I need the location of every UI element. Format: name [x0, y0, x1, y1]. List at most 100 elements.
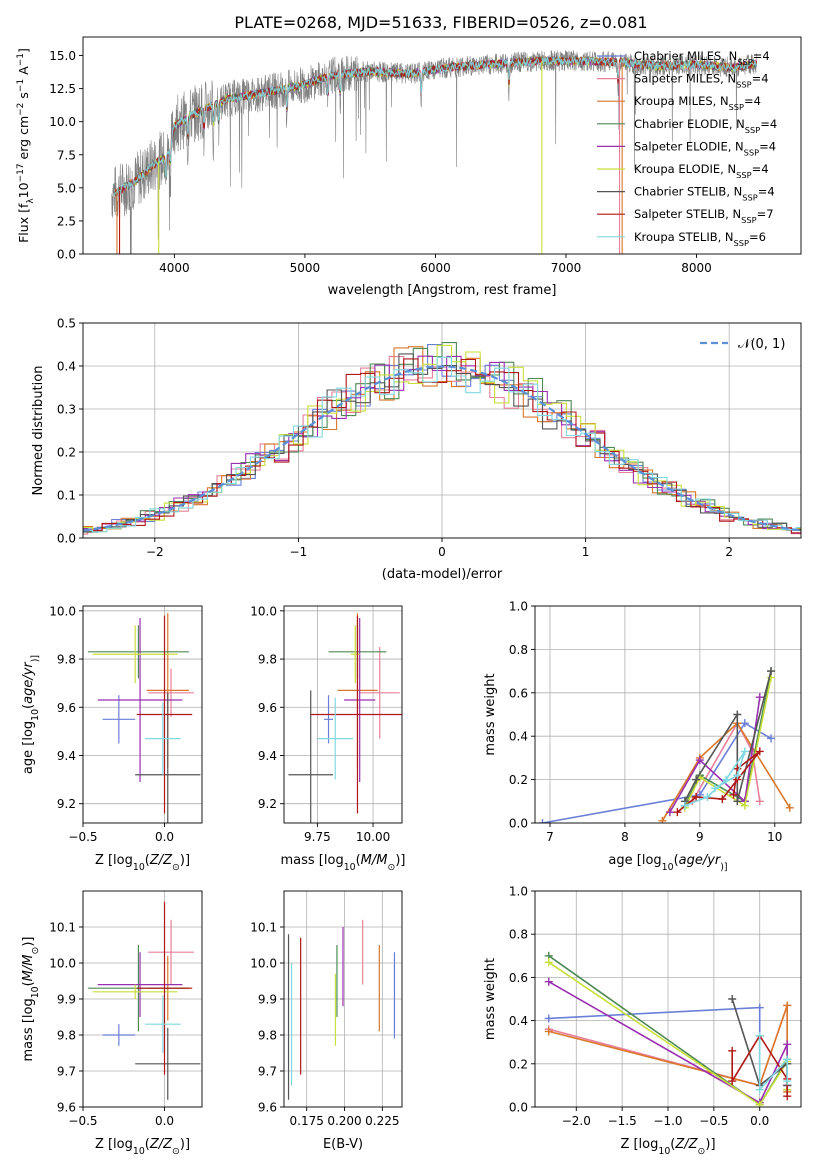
ytick-label-age_vs_mass-4: 10.0	[250, 604, 277, 618]
xtick-label-mass_vs_Z-0: −0.5	[68, 1114, 97, 1128]
xtick-label-age_vs_mass-0: 9.75	[304, 830, 331, 844]
weight-marker-weight_vs_age-chab_miles-0	[538, 819, 547, 823]
xlabel-weight_vs_Z: Z [log10(Z/Z⊙)]	[620, 1137, 715, 1157]
plot-area-age_vs_Z	[87, 613, 201, 823]
legend-label-chab_miles: Chabrier MILES, NSSP=4	[634, 49, 770, 67]
ytick-label-residual_hist-3: 0.3	[57, 403, 76, 417]
weight-marker-weight_vs_Z-krou_miles-0	[544, 1027, 553, 1036]
ytick-label-mass_vs_ebv-0: 9.6	[258, 1101, 277, 1115]
weight-marker-weight_vs_age-salp_miles-3	[755, 797, 764, 806]
weight-marker-weight_vs_age-chab_miles-3	[767, 734, 776, 743]
xtick-label-spectrum-2: 6000	[420, 261, 451, 275]
plot-area-residual_hist	[83, 342, 801, 536]
legend-label-krou_stelib: Kroupa STELIB, NSSP=6	[634, 230, 766, 248]
xtick-label-weight_vs_age-0: 7	[546, 830, 554, 844]
plot-area-weight_vs_age	[538, 667, 794, 823]
legend-label-chab_elodie: Chabrier ELODIE, NSSP=4	[634, 117, 777, 135]
normal-curve	[83, 365, 801, 532]
weight-line-weight_vs_age-chab_miles	[542, 722, 772, 823]
ytick-label-weight_vs_Z-1: 0.2	[509, 1057, 528, 1071]
panel-mass_vs_ebv: 0.175 0.200 0.225 9.6 9.7 9.8 9.9 10.0 10.1 E(B-V…	[250, 890, 403, 1152]
weight-marker-weight_vs_age-chab_stelib-4	[767, 667, 776, 676]
figure-title: PLATE=0268, MJD=51633, FIBERID=0526, z=0…	[234, 13, 647, 32]
ytick-label-mass_vs_Z-4: 10.0	[49, 957, 76, 971]
weight-marker-weight_vs_age-krou_stelib-1	[703, 792, 712, 801]
ytick-label-weight_vs_Z-5: 1.0	[509, 885, 528, 899]
legend-label-salp_elodie: Salpeter ELODIE, NSSP=4	[634, 139, 776, 157]
weight-marker-weight_vs_Z-krou_stelib-2	[783, 1055, 792, 1064]
ytick-label-spectrum-5: 12.5	[49, 82, 76, 96]
ytick-label-weight_vs_age-1: 0.2	[509, 773, 528, 787]
weight-marker-weight_vs_age-krou_miles-3	[785, 803, 794, 812]
ytick-label-mass_vs_ebv-1: 9.7	[258, 1065, 277, 1079]
panel-weight_vs_Z: −2.0 −1.5 −1.0 −0.5 0.0 0.0 0.2 0.4 0.6 0.8 1.0 Z […	[483, 885, 802, 1157]
ytick-label-age_vs_mass-3: 9.8	[258, 653, 277, 667]
xtick-label-age_vs_mass-1: 10.00	[356, 830, 390, 844]
ytick-label-residual_hist-4: 0.4	[57, 360, 76, 374]
legend-spectrum: Chabrier MILES, NSSP=4 Salpeter MILES, NS…	[597, 49, 777, 248]
weight-marker-weight_vs_age-krou_stelib-3	[740, 747, 749, 756]
xtick-label-spectrum-0: 4000	[159, 261, 190, 275]
xtick-label-mass_vs_Z-1: 0.0	[155, 1114, 174, 1128]
weight-marker-weight_vs_Z-salp_stelib-4	[783, 1092, 792, 1101]
ylabel-weight_vs_Z: mass weight	[483, 958, 498, 1040]
weight-marker-weight_vs_age-chab_miles-2	[740, 719, 749, 728]
plot-area-mass_vs_Z	[87, 901, 201, 1100]
weight-marker-weight_vs_age-salp_stelib-2	[718, 795, 727, 804]
ytick-label-residual_hist-1: 0.1	[57, 489, 76, 503]
legend-label-krou_elodie: Kroupa ELODIE, NSSP=4	[634, 162, 769, 180]
ytick-label-residual_hist-0: 0.0	[57, 532, 76, 546]
xlabel-weight_vs_age: age [log10(age/yr)]	[608, 853, 727, 873]
panel-mass_vs_Z: −0.5 0.0 9.6 9.7 9.8 9.9 10.0 10.1 Z [log10(Z/Z⊙…	[21, 890, 203, 1157]
xlabel-mass_vs_ebv: E(B-V)	[323, 1137, 363, 1152]
xtick-label-residual_hist-3: 1	[582, 545, 590, 559]
ytick-label-weight_vs_age-3: 0.6	[509, 686, 528, 700]
weight-marker-weight_vs_age-salp_elodie-3	[755, 693, 764, 702]
panel-weight_vs_age: 7 8 9 10 0.0 0.2 0.4 0.6 0.8 1.0 age [log10(age/yr…	[483, 600, 802, 873]
weight-marker-weight_vs_age-krou_elodie-2	[740, 801, 749, 810]
xtick-label-mass_vs_ebv-1: 0.200	[327, 1114, 361, 1128]
ytick-label-mass_vs_ebv-5: 10.1	[250, 921, 277, 935]
ytick-label-mass_vs_Z-0: 9.6	[57, 1101, 76, 1115]
weight-line-weight_vs_age-krou_elodie	[684, 677, 772, 809]
weight-marker-weight_vs_age-krou_miles-0	[658, 816, 667, 823]
xtick-label-spectrum-3: 7000	[551, 261, 582, 275]
ytick-label-residual_hist-2: 0.2	[57, 446, 76, 460]
panel-age_vs_Z: −0.5 0.0 9.2 9.4 9.6 9.8 10.0 Z [log10(Z/Z⊙)] ag…	[21, 604, 203, 873]
xtick-label-age_vs_Z-0: −0.5	[68, 830, 97, 844]
weight-marker-weight_vs_Z-krou_stelib-1	[755, 1085, 764, 1094]
model-spectrum-krou_stelib	[113, 55, 758, 197]
ytick-label-spectrum-0: 0.0	[57, 248, 76, 262]
ytick-label-weight_vs_Z-2: 0.4	[509, 1014, 528, 1028]
legend-label-krou_miles: Kroupa MILES, NSSP=4	[634, 94, 761, 112]
ytick-label-age_vs_Z-0: 9.2	[57, 797, 76, 811]
ytick-label-age_vs_mass-1: 9.4	[258, 749, 277, 763]
ytick-label-mass_vs_Z-1: 9.7	[57, 1065, 76, 1079]
weight-line-weight_vs_age-salp_elodie	[669, 696, 761, 813]
ytick-label-residual_hist-5: 0.5	[57, 317, 76, 331]
xlabel-hist: (data-model)/error	[382, 567, 503, 582]
plot-area-age_vs_mass	[288, 613, 402, 823]
ylabel-mass_vs_Z: mass [log10(M/M⊙)]	[21, 937, 41, 1062]
weight-marker-weight_vs_age-chab_stelib-3	[733, 797, 742, 806]
xtick-label-residual_hist-1: −1	[290, 545, 308, 559]
ytick-label-weight_vs_age-4: 0.8	[509, 643, 528, 657]
weight-marker-weight_vs_Z-salp_stelib-0	[728, 1046, 737, 1055]
weight-marker-weight_vs_Z-chab_miles-0	[544, 1014, 553, 1023]
panel-age_vs_mass: 9.75 10.00 9.2 9.4 9.6 9.8 10.0 mass [log10(M/M…	[250, 604, 405, 872]
ytick-label-spectrum-6: 15.0	[49, 49, 76, 63]
weight-marker-weight_vs_age-chab_stelib-1	[692, 775, 701, 784]
xlabel-mass_vs_Z: Z [log10(Z/Z⊙)]	[95, 1137, 190, 1157]
weight-marker-weight_vs_Z-krou_miles-2	[783, 1001, 792, 1010]
ylabel-spectrum: Flux [fλ10−17 erg cm−2 s−1 A−1]	[16, 48, 36, 243]
weight-line-weight_vs_age-chab_elodie	[684, 670, 772, 806]
xtick-label-weight_vs_Z-2: −1.0	[653, 1114, 682, 1128]
ytick-label-mass_vs_ebv-4: 10.0	[250, 957, 277, 971]
ytick-label-spectrum-3: 7.5	[57, 148, 76, 162]
ytick-label-age_vs_Z-1: 9.4	[57, 749, 76, 763]
xtick-label-weight_vs_Z-1: −1.5	[608, 1114, 637, 1128]
xtick-label-spectrum-4: 8000	[681, 261, 712, 275]
ytick-label-weight_vs_age-0: 0.0	[509, 817, 528, 831]
ytick-label-age_vs_Z-3: 9.8	[57, 653, 76, 667]
